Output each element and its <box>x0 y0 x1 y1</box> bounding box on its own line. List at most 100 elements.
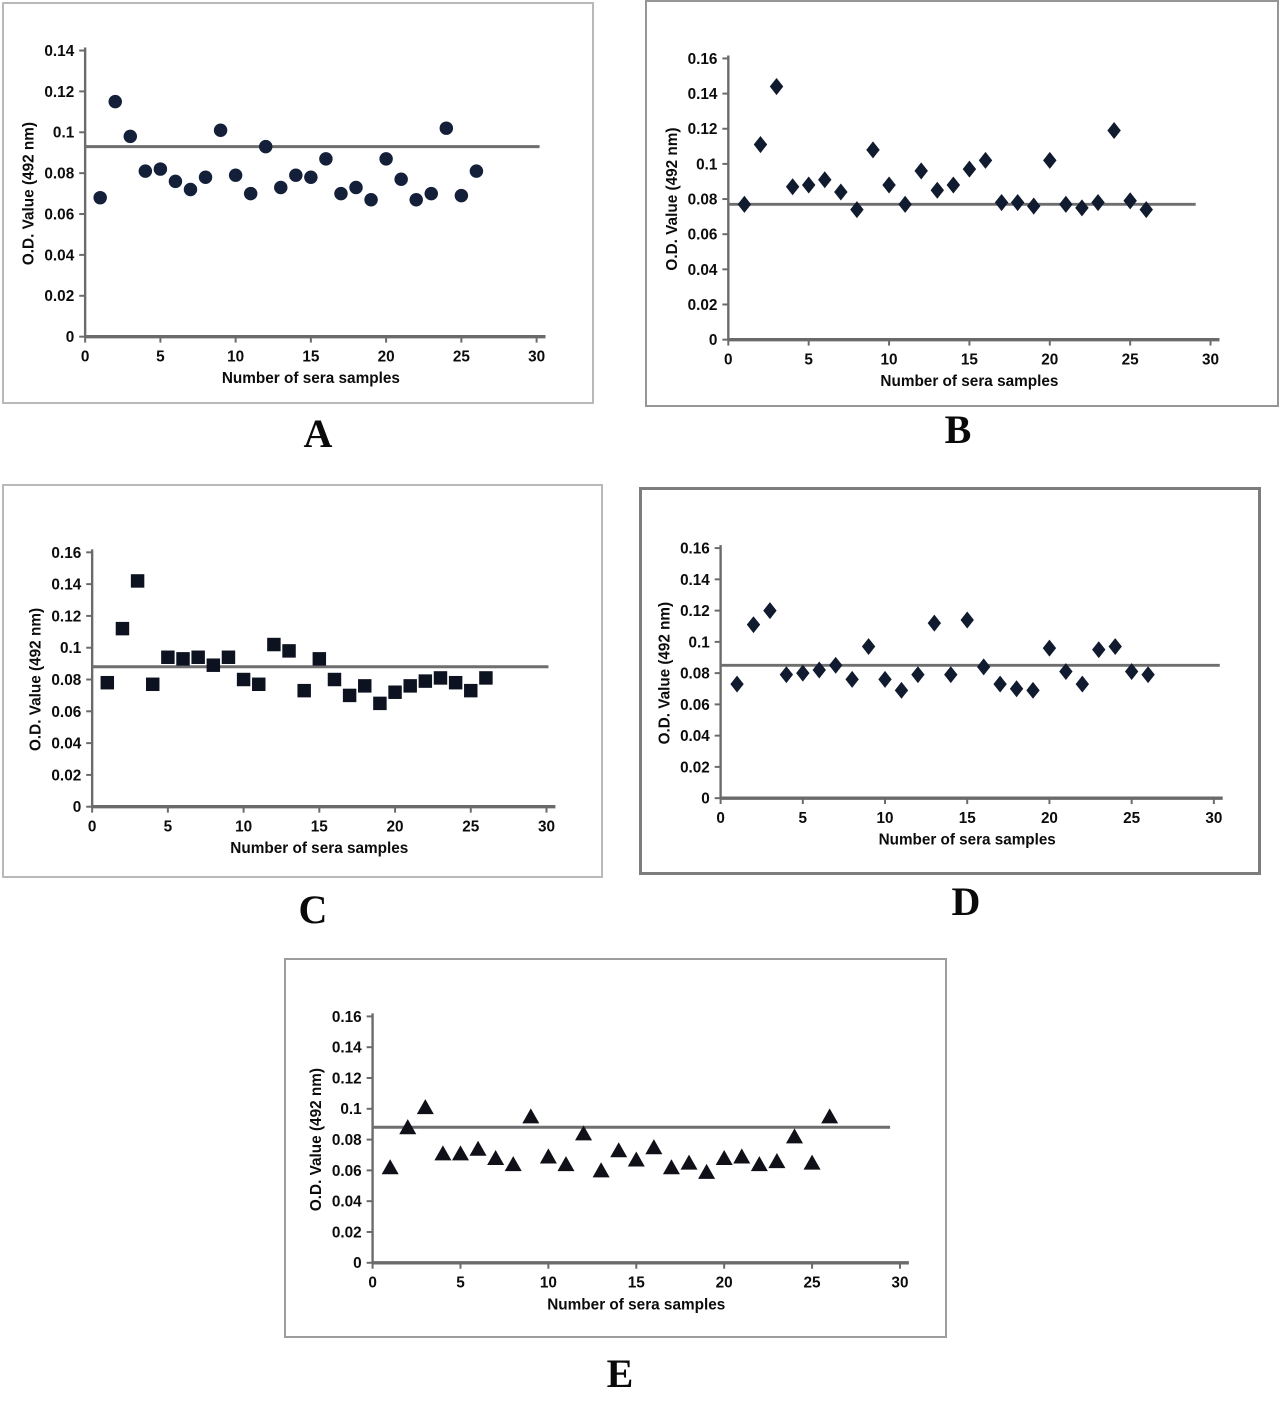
data-point <box>373 696 387 711</box>
data-point <box>1059 663 1073 681</box>
data-point <box>962 160 977 178</box>
data-point <box>1009 680 1024 698</box>
data-point <box>130 574 145 588</box>
x-tick-label: 20 <box>1041 810 1058 827</box>
data-point <box>733 1148 751 1164</box>
data-point <box>504 1156 522 1172</box>
data-point <box>715 1149 733 1165</box>
data-point <box>1123 192 1137 210</box>
data-points <box>381 1099 839 1179</box>
x-tick-label: 25 <box>453 348 471 365</box>
data-point <box>418 674 433 688</box>
data-point <box>448 675 463 690</box>
data-point <box>252 677 266 692</box>
y-tick-label: 0.08 <box>44 166 74 183</box>
data-point <box>409 192 423 207</box>
data-point <box>274 180 288 195</box>
data-point <box>769 78 784 96</box>
x-tick-label: 25 <box>1123 810 1140 827</box>
data-point <box>930 181 945 199</box>
data-point <box>1075 199 1089 217</box>
data-point <box>522 1108 540 1124</box>
data-point <box>464 683 478 698</box>
data-point <box>944 666 958 684</box>
data-point <box>779 666 794 684</box>
data-point <box>327 672 342 687</box>
data-point <box>342 688 357 703</box>
data-point <box>161 650 175 664</box>
x-tick-label: 0 <box>724 351 733 368</box>
data-point <box>469 164 484 178</box>
data-point <box>539 1148 557 1164</box>
data-point <box>645 1139 663 1155</box>
data-point <box>763 602 777 620</box>
scatter-chart-b: 0 0.02 0.04 0.06 0.08 0.1 0.12 0.14 0.16 0 5 10 15 20… <box>664 51 1220 390</box>
data-point <box>866 141 880 159</box>
data-point <box>978 151 993 169</box>
data-point <box>243 186 258 201</box>
scatter-chart-e: 0 0.02 0.04 0.06 0.08 0.1 0.12 0.14 0.16 0 5 10 15 20… <box>308 1009 909 1313</box>
data-point <box>108 94 122 109</box>
data-point <box>349 180 363 195</box>
data-point <box>487 1149 505 1165</box>
data-point <box>358 679 372 693</box>
x-tick-label: 30 <box>528 348 545 365</box>
data-point <box>911 666 925 684</box>
data-point <box>206 658 221 672</box>
x-tick-label: 30 <box>891 1275 908 1292</box>
y-tick-label: 0.14 <box>688 86 718 103</box>
x-tick-label: 30 <box>1202 351 1219 368</box>
data-point <box>796 664 810 682</box>
data-point <box>213 123 228 137</box>
data-point <box>267 637 281 652</box>
panel-a: 0 0.02 0.04 0.06 0.08 0.1 0.12 0.14 0 5 10 15 20 25 30… <box>2 2 594 404</box>
data-point <box>946 176 961 194</box>
y-tick-label: 0 <box>353 1255 362 1272</box>
data-point <box>434 1145 452 1161</box>
x-axis-title: Number of sera samples <box>547 1296 725 1313</box>
data-point <box>451 1145 469 1161</box>
x-tick-label: 30 <box>1205 810 1222 827</box>
panel-d: 0 0.02 0.04 0.06 0.08 0.1 0.12 0.14 0.16 0 5 10 15 20… <box>639 487 1261 875</box>
data-point <box>1092 641 1106 659</box>
data-point <box>1059 195 1073 213</box>
data-point <box>1139 201 1153 219</box>
y-tick-label: 0.12 <box>680 603 710 620</box>
data-point <box>153 162 168 176</box>
data-point <box>138 164 153 178</box>
x-tick-label: 15 <box>628 1275 646 1292</box>
x-tick-label: 5 <box>799 810 808 827</box>
data-point <box>479 671 493 685</box>
data-point <box>1026 681 1040 699</box>
y-tick-label: 0.02 <box>332 1224 362 1241</box>
data-point <box>183 182 198 197</box>
y-tick-label: 0.04 <box>51 736 81 753</box>
data-point <box>433 671 448 685</box>
data-point <box>557 1156 575 1172</box>
data-point <box>927 614 942 632</box>
x-tick-label: 0 <box>716 810 724 827</box>
y-tick-label: 0.12 <box>51 608 81 625</box>
data-point <box>845 670 859 688</box>
y-axis-title: O.D. Value (492 nm) <box>21 122 38 265</box>
panel-label-e: E <box>606 1351 634 1396</box>
y-tick-label: 0.14 <box>332 1040 362 1057</box>
data-point <box>861 638 876 656</box>
data-point <box>191 650 205 664</box>
y-tick-label: 0.06 <box>680 697 710 714</box>
data-point <box>258 139 273 154</box>
data-point <box>976 658 991 676</box>
data-point <box>221 650 236 664</box>
data-point <box>282 644 296 658</box>
y-tick-label: 0.16 <box>332 1009 362 1026</box>
data-point <box>424 186 438 201</box>
data-point <box>960 611 974 629</box>
y-tick-label: 0.1 <box>696 156 718 173</box>
data-point <box>1043 151 1057 169</box>
data-point <box>454 188 469 203</box>
panel-e: 0 0.02 0.04 0.06 0.08 0.1 0.12 0.14 0.16 0 5 10 15 20… <box>284 958 947 1338</box>
data-point <box>627 1151 645 1167</box>
y-tick-label: 0.06 <box>688 227 718 244</box>
x-tick-label: 15 <box>302 348 320 365</box>
y-tick-label: 0 <box>66 329 75 346</box>
